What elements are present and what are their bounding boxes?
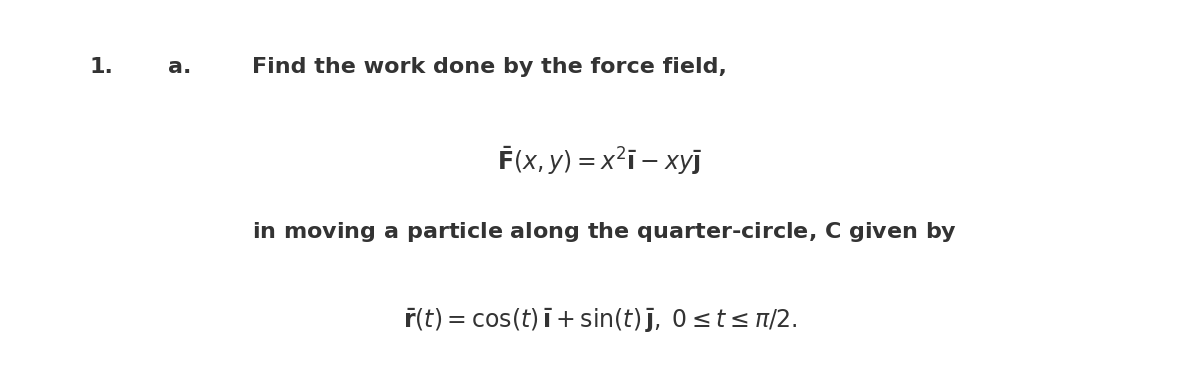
Text: $\mathbf{\bar{r}}(t) = \cos(t)\,\mathbf{\bar{\imath}} + \sin(t)\,\mathbf{\bar{\j: $\mathbf{\bar{r}}(t) = \cos(t)\,\mathbf{… [403,307,797,335]
Text: 1.: 1. [90,57,114,77]
Text: a.: a. [168,57,191,77]
Text: Find the work done by the force field,: Find the work done by the force field, [252,57,727,77]
Text: in moving a particle along the quarter-circle, $\mathbf{C}$ given by: in moving a particle along the quarter-c… [252,220,958,244]
Text: $\mathbf{\bar{F}}(x,y) = x^2\mathbf{\bar{\imath}} - xy\mathbf{\bar{\jmath}}$: $\mathbf{\bar{F}}(x,y) = x^2\mathbf{\bar… [497,145,703,177]
